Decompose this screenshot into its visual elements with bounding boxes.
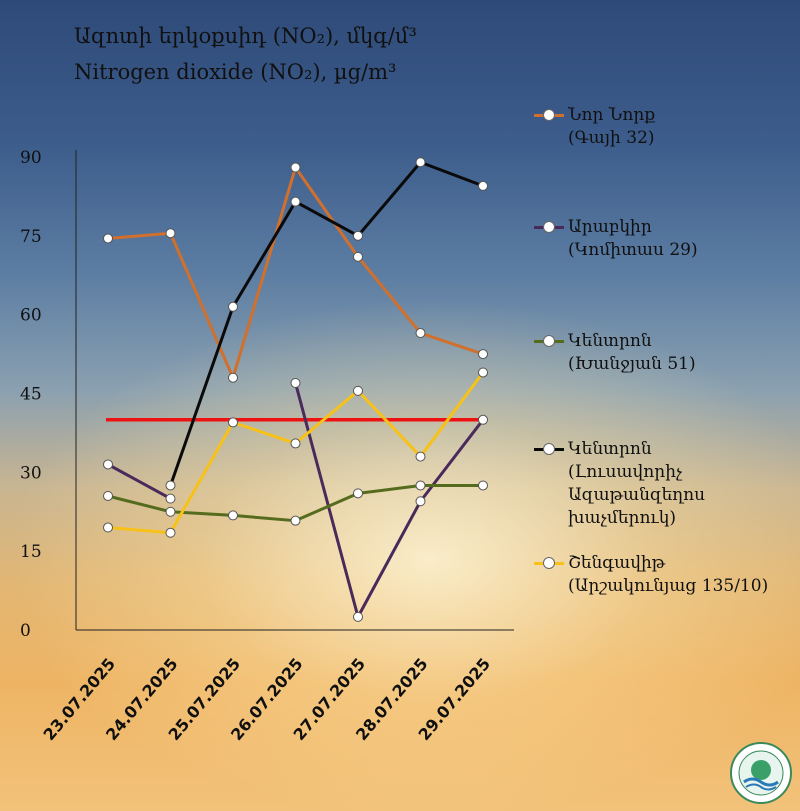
legend-label: Նոր Նորք (Գայի 32) bbox=[568, 105, 656, 148]
series-2-point bbox=[415, 480, 426, 491]
series-3-line bbox=[169, 160, 484, 486]
chart-title-armenian: Ազոտի երկօքսիդ (NO₂), մկգ/մ³ bbox=[74, 24, 417, 48]
series-4-point bbox=[103, 522, 113, 533]
legend-label: Կենտրոն (Խանջյան 51) bbox=[568, 331, 696, 374]
series-3-point bbox=[290, 196, 301, 207]
legend-marker bbox=[543, 557, 555, 569]
legend-label: Կենտրոն (Լուսավորիչ Ազաթանզեղոս խաչմերու… bbox=[568, 439, 706, 528]
series-4-point bbox=[415, 451, 426, 462]
legend-marker bbox=[543, 335, 555, 347]
series-4-point bbox=[290, 438, 301, 449]
series-3-point bbox=[228, 301, 238, 312]
legend-marker bbox=[543, 221, 555, 233]
y-tick-label: 75 bbox=[20, 227, 42, 247]
series-0-point bbox=[103, 233, 113, 244]
series-3-point bbox=[165, 480, 176, 491]
series-0-point bbox=[478, 349, 488, 360]
series-1-point bbox=[290, 377, 301, 388]
y-tick-label: 90 bbox=[20, 148, 42, 168]
legend-marker bbox=[543, 443, 555, 455]
series-3-point bbox=[478, 180, 488, 191]
series-3-point bbox=[353, 230, 363, 241]
y-tick-label: 45 bbox=[20, 385, 42, 405]
series-4-point bbox=[228, 417, 238, 428]
series-1-line bbox=[107, 382, 485, 619]
y-tick-label: 30 bbox=[20, 463, 42, 483]
organization-seal-icon bbox=[730, 742, 792, 804]
series-2-point bbox=[353, 488, 363, 499]
series-0-point bbox=[228, 372, 238, 383]
legend-label: Արաբկիր (Կոմիտաս 29) bbox=[568, 217, 698, 260]
series-4-point bbox=[165, 527, 176, 538]
series-2-point bbox=[478, 480, 488, 491]
series-0-point bbox=[290, 162, 301, 173]
y-tick-label: 15 bbox=[20, 542, 42, 562]
series-0-point bbox=[415, 328, 426, 339]
series-2-point bbox=[290, 515, 301, 526]
y-tick-label: 60 bbox=[20, 306, 42, 326]
series-2-point bbox=[103, 490, 113, 501]
legend-label: Շենգավիթ (Արշակունյաց 135/10) bbox=[568, 553, 769, 596]
y-tick-label: 0 bbox=[20, 621, 31, 641]
series-3-point bbox=[415, 157, 426, 168]
series-1-point bbox=[165, 493, 176, 504]
series-2-point bbox=[228, 510, 238, 521]
series-1-point bbox=[353, 611, 363, 622]
series-2-point bbox=[165, 506, 176, 517]
series-0-point bbox=[353, 251, 363, 262]
series-4-point bbox=[353, 385, 363, 396]
series-1-point bbox=[103, 459, 113, 470]
series-4-point bbox=[478, 367, 488, 378]
series-1-point bbox=[478, 414, 488, 425]
chart-title-english: Nitrogen dioxide (NO₂), µg/m³ bbox=[74, 60, 397, 84]
series-0-point bbox=[165, 228, 176, 239]
series-1-point bbox=[415, 496, 426, 507]
legend-marker bbox=[543, 109, 555, 121]
